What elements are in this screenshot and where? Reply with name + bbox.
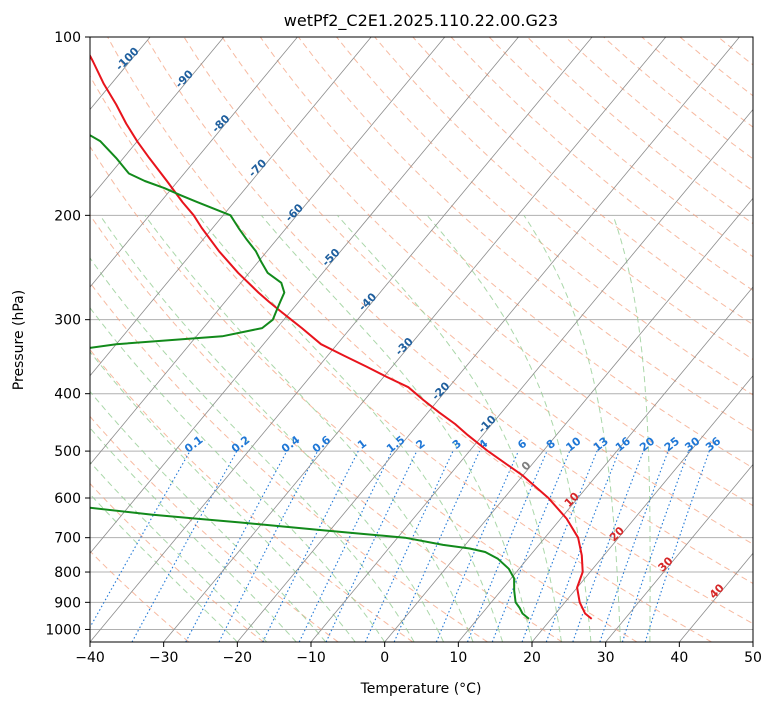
moist-adiabat xyxy=(90,461,268,642)
x-axis-label: Temperature (°C) xyxy=(360,681,482,697)
y-tick-label: 700 xyxy=(54,531,81,547)
mixing-ratio-line xyxy=(466,450,548,642)
y-axis-ticks: 100 200 300 400 500 600 700 800 900 1000 xyxy=(45,30,90,638)
dry-adiabat xyxy=(90,74,712,642)
dry-adiabat xyxy=(298,37,753,432)
x-tick-label: 40 xyxy=(670,650,688,666)
moist-adiabat xyxy=(197,214,503,642)
dry-adiabat xyxy=(336,37,753,396)
x-tick-label: 10 xyxy=(449,650,467,666)
y-axis-label: Pressure (hPa) xyxy=(11,290,27,390)
mixing-ratio-line xyxy=(644,450,710,642)
x-tick-label: −30 xyxy=(149,650,179,666)
moist-adiabat xyxy=(90,307,386,642)
moist-adiabat xyxy=(90,390,327,642)
mixing-ratio-line xyxy=(545,450,620,642)
moist-adiabat xyxy=(612,215,651,642)
pressure-gridlines xyxy=(90,37,753,630)
dry-adiabat xyxy=(145,37,753,584)
dry-adiabat xyxy=(90,145,638,642)
moist-adiabat xyxy=(90,427,297,642)
chart-title: wetPf2_C2E1.2025.110.22.00.G23 xyxy=(284,11,558,31)
dry-adiabat xyxy=(183,37,753,545)
dry-adiabat xyxy=(374,37,753,361)
y-tick-label: 800 xyxy=(54,565,81,581)
mixing-ratio-line xyxy=(393,450,481,642)
y-tick-label: 900 xyxy=(54,595,81,611)
mixing-ratio-line xyxy=(435,450,519,642)
dry-adiabat xyxy=(107,37,753,625)
profile-series xyxy=(90,53,593,620)
isotherms xyxy=(90,37,753,642)
plot-frame xyxy=(89,36,754,643)
mixing-ratio-line xyxy=(185,450,288,642)
dry-adiabat xyxy=(565,37,753,192)
isotherm xyxy=(90,37,446,466)
dry-adiabat xyxy=(450,37,753,291)
y-tick-label: 500 xyxy=(54,444,81,460)
mixing-ratio-line xyxy=(521,450,598,642)
isotherm xyxy=(605,463,753,642)
isotherm xyxy=(458,286,753,642)
isotherm xyxy=(90,37,593,642)
y-tick-label: 600 xyxy=(54,491,81,507)
y-tick-label: 1000 xyxy=(45,622,81,638)
x-tick-label: 0 xyxy=(380,650,389,666)
moist-adiabat xyxy=(523,215,621,642)
x-axis-ticks: −40 −30 −20 −10 0 10 20 30 40 50 xyxy=(75,642,762,666)
mixing-ratio-line xyxy=(90,450,191,629)
moist-adiabat xyxy=(260,214,533,642)
y-tick-label: 100 xyxy=(54,30,81,46)
isotherm xyxy=(90,37,372,377)
mixing-ratio-lines xyxy=(90,450,710,642)
moist-adiabat xyxy=(90,257,415,642)
moist-adiabat xyxy=(336,214,562,642)
moist-adiabat xyxy=(90,351,356,642)
mixing-ratio-line xyxy=(262,450,359,642)
x-tick-label: −10 xyxy=(296,650,326,666)
dry-adiabat xyxy=(90,415,339,642)
moist-adiabat xyxy=(144,215,474,642)
moist-adiabat xyxy=(90,493,238,642)
isotherm xyxy=(531,375,753,642)
dry-adiabat xyxy=(603,37,753,160)
isotherm xyxy=(310,108,753,642)
x-tick-label: 50 xyxy=(744,650,762,666)
isotherm xyxy=(384,197,753,642)
dry-adiabat xyxy=(412,37,753,326)
dry-adiabat xyxy=(90,482,264,642)
dewpoint-profile xyxy=(90,134,530,620)
mixing-ratio-line xyxy=(599,450,669,642)
moist-adiabats xyxy=(90,214,651,642)
isotherm xyxy=(163,37,667,642)
y-tick-label: 200 xyxy=(54,208,81,224)
isotherm xyxy=(237,37,740,642)
y-tick-label: 300 xyxy=(54,313,81,329)
mixing-ratio-line xyxy=(572,450,644,642)
mixing-ratio-line xyxy=(621,450,690,642)
x-tick-label: −40 xyxy=(75,650,105,666)
x-tick-label: −20 xyxy=(223,650,253,666)
isotherm xyxy=(90,37,225,199)
isotherm xyxy=(90,37,298,288)
temperature-profile xyxy=(90,53,593,620)
x-tick-label: 20 xyxy=(523,650,541,666)
moist-adiabat xyxy=(99,215,445,642)
x-tick-label: 30 xyxy=(597,650,615,666)
dry-adiabat xyxy=(90,281,488,642)
isotherm xyxy=(90,37,519,554)
moist-adiabat xyxy=(426,214,592,642)
y-tick-label: 400 xyxy=(54,387,81,403)
